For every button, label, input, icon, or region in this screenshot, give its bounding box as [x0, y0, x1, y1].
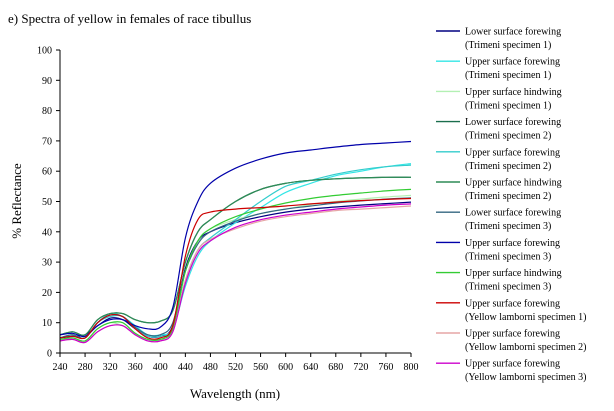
y-tick-label: 20 [42, 288, 52, 299]
y-tick-label: 90 [42, 76, 52, 87]
series-line-9 [59, 188, 412, 342]
chart-title: e) Spectra of yellow in females of race … [8, 11, 251, 26]
x-tick-label: 240 [53, 362, 68, 373]
y-tick-label: 80 [42, 106, 52, 117]
plot-area [59, 140, 412, 344]
x-tick-label: 760 [378, 362, 393, 373]
legend-entry-8: Upper surface forewing (Trimeni specimen … [465, 238, 560, 263]
legend-entry-3: Upper surface hindwing (Trimeni specimen … [465, 87, 562, 112]
legend-entry-11: Upper surface forewing (Yellow lamborni s… [465, 329, 586, 354]
x-axis-label: Wavelength (nm) [190, 386, 280, 401]
x-tick-label: 560 [253, 362, 268, 373]
legend-entry-2: Upper surface forewing (Trimeni specimen … [465, 57, 560, 82]
series-line-6 [59, 176, 412, 336]
legend-entry-10: Upper surface forewing (Yellow lamborni s… [465, 298, 586, 323]
x-tick-label: 520 [228, 362, 243, 373]
series-line-12 [59, 203, 412, 344]
y-tick-label: 100 [37, 46, 52, 57]
y-tick-label: 50 [42, 197, 52, 208]
legend-entry-4: Lower surface forewing (Trimeni specimen … [465, 117, 561, 142]
x-tick-label: 480 [203, 362, 218, 373]
series-line-2 [59, 163, 412, 339]
y-tick-label: 10 [42, 318, 52, 329]
y-tick-label: 40 [42, 227, 52, 238]
axes: 0 10 20 30 40 50 60 70 80 90 100 240 280 320 360 400 440… [37, 46, 419, 374]
y-tick-label: 70 [42, 136, 52, 147]
x-tick-label: 400 [153, 362, 168, 373]
series-line-8 [59, 140, 412, 338]
legend-entry-9: Upper surface hindwing (Trimeni specimen … [465, 268, 562, 293]
x-tick-label: 320 [103, 362, 118, 373]
legend-entry-7: Lower surface forewing (Trimeni specimen … [465, 208, 561, 233]
x-tick-label: 720 [353, 362, 368, 373]
legend-entry-5: Upper surface forewing (Trimeni specimen … [465, 147, 560, 172]
x-tick-label: 800 [404, 362, 419, 373]
x-tick-label: 440 [178, 362, 193, 373]
y-tick-label: 60 [42, 167, 52, 178]
y-axis-label: % Reflectance [9, 163, 24, 239]
y-tick-label: 30 [42, 258, 52, 269]
x-tick-label: 680 [328, 362, 343, 373]
legend: Lower surface forewing (Trimeni specimen … [436, 27, 586, 384]
legend-entry-6: Upper surface hindwing (Trimeni specimen … [465, 178, 562, 203]
legend-entry-1: Lower surface forewing (Trimeni specimen … [465, 27, 561, 52]
x-tick-label: 600 [278, 362, 293, 373]
x-tick-label: 360 [128, 362, 143, 373]
x-tick-label: 640 [303, 362, 318, 373]
y-tick-label: 0 [47, 349, 52, 360]
x-tick-label: 280 [78, 362, 93, 373]
series-line-5 [59, 164, 412, 339]
legend-entry-12: Upper surface forewing (Yellow lamborni s… [465, 359, 586, 384]
series-line-10 [59, 197, 412, 340]
